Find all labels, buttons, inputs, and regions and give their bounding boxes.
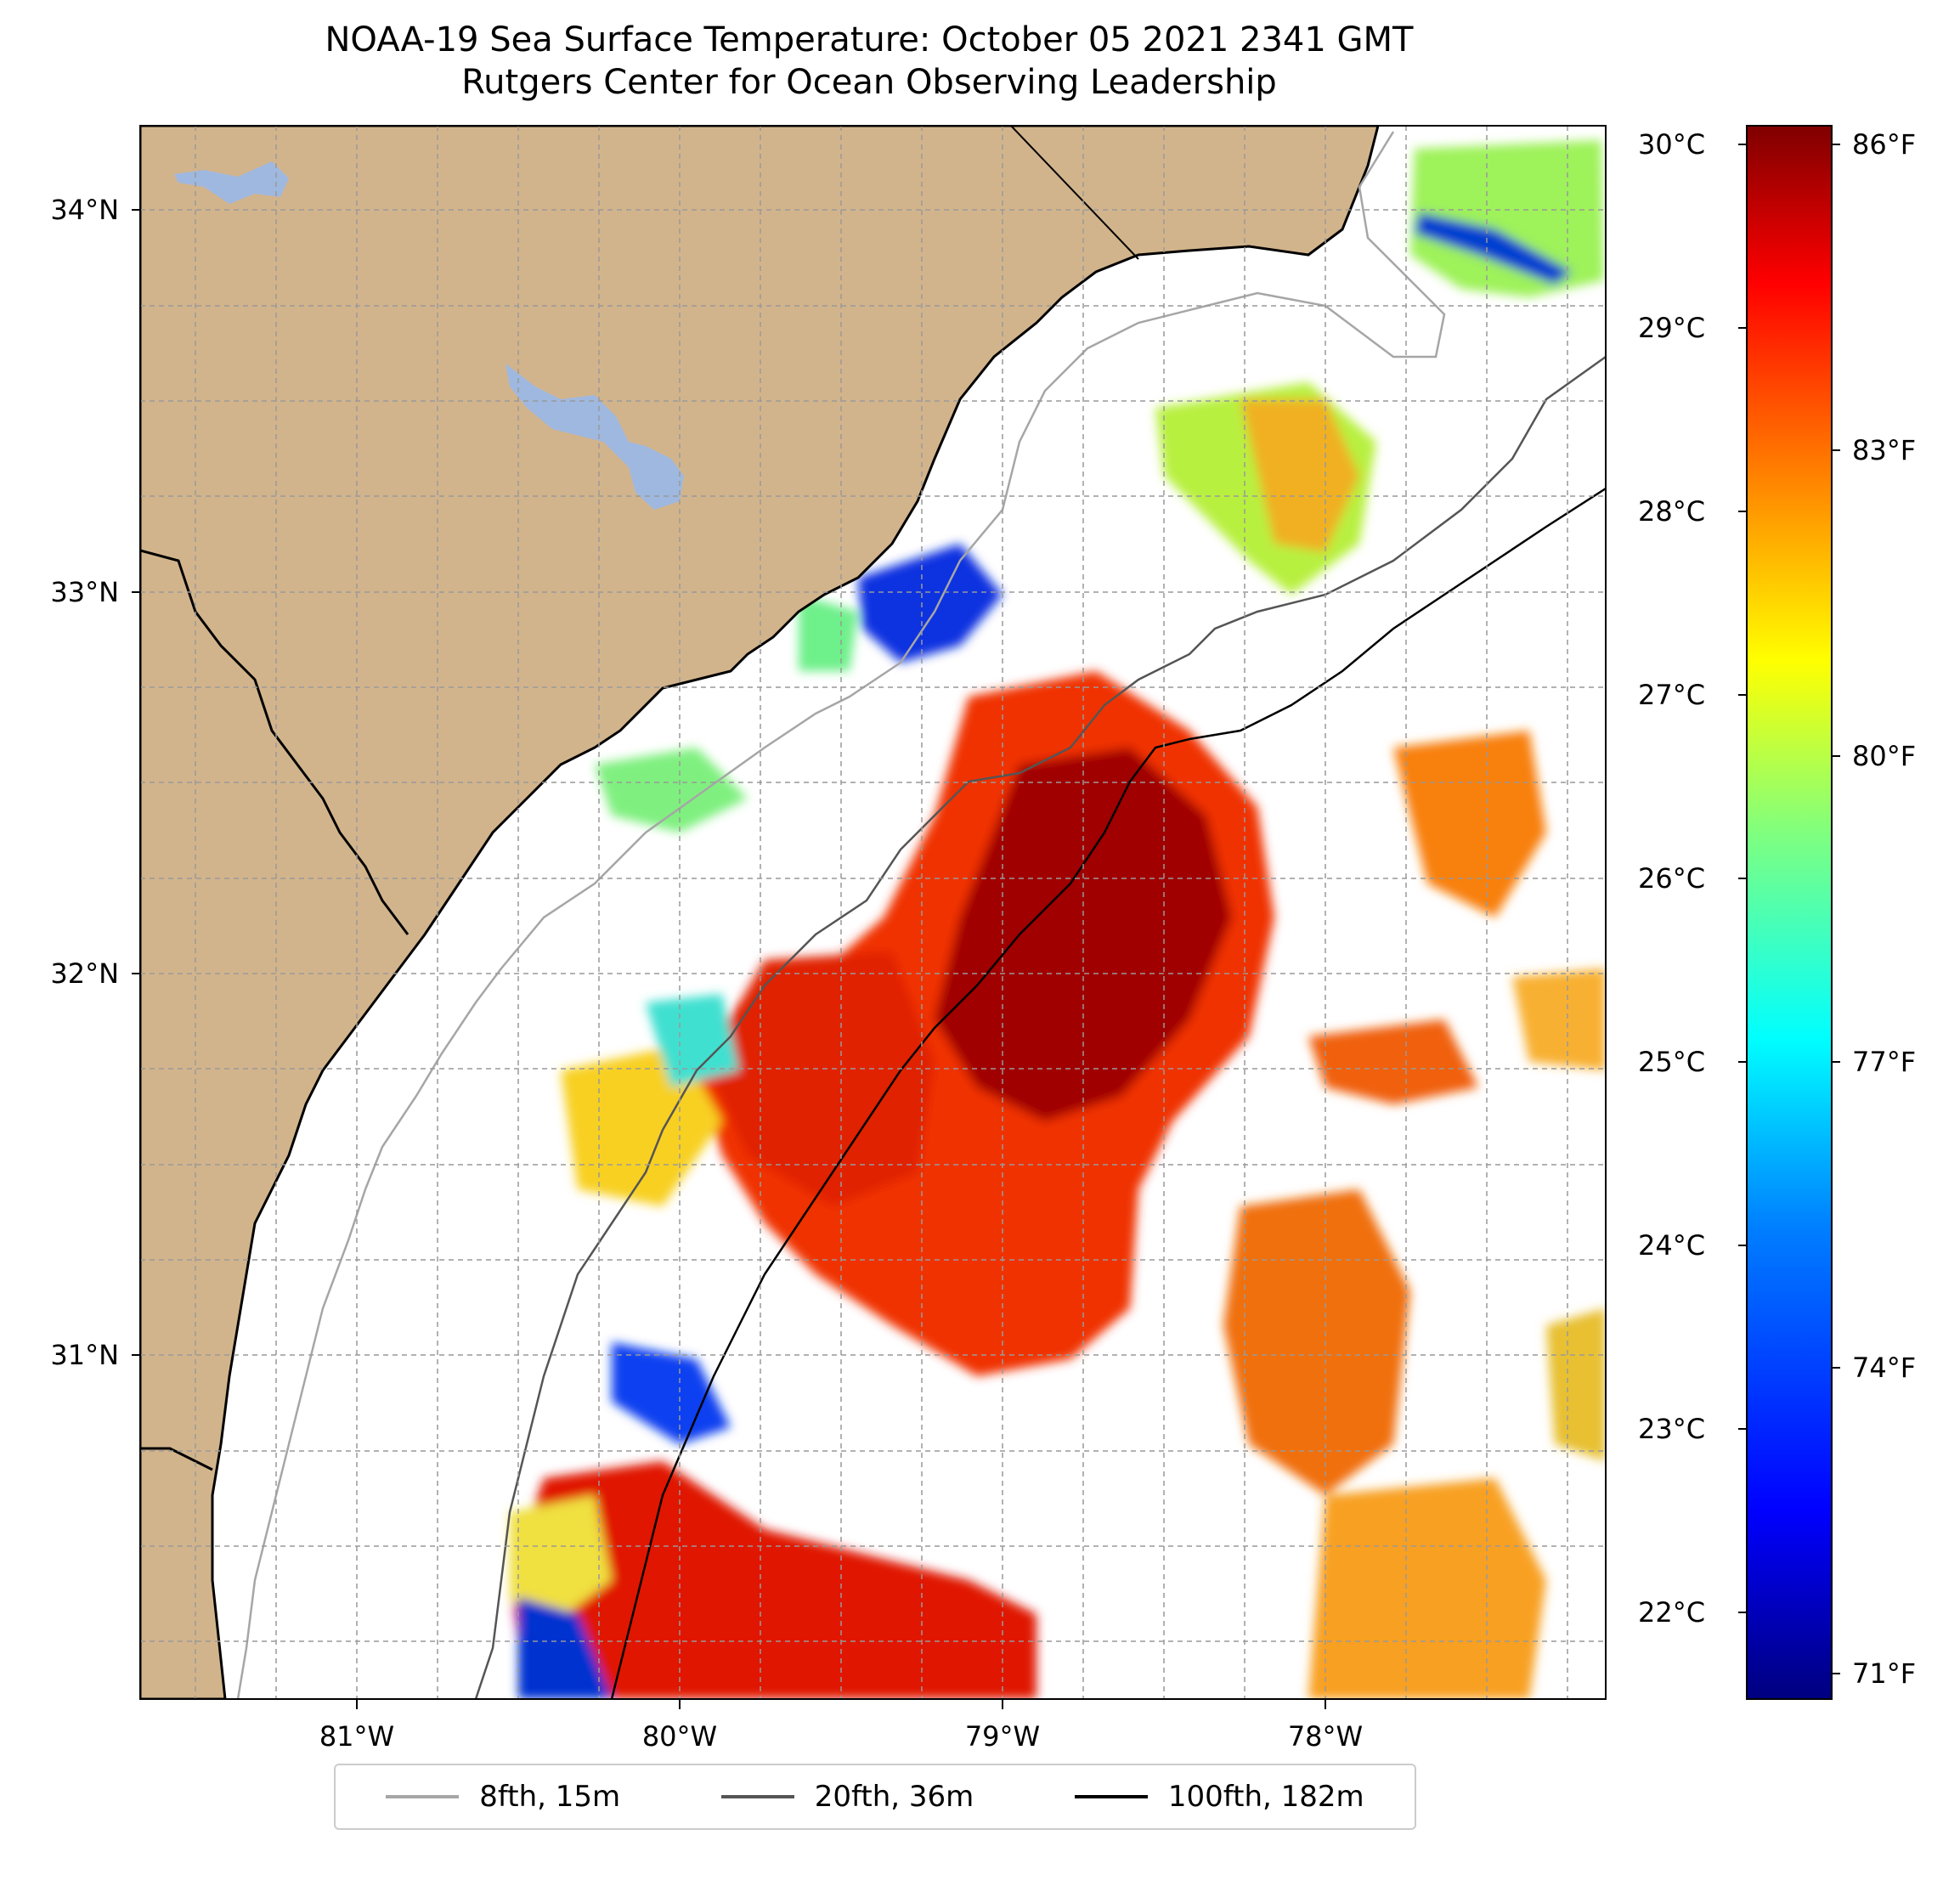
fahrenheit-tick-label: 83°F bbox=[1852, 434, 1916, 466]
graticule bbox=[140, 126, 1606, 1699]
sst-patch-east-3 bbox=[1223, 1189, 1410, 1495]
sst-patch-south-cold bbox=[518, 1597, 612, 1699]
sst-patch-coastal-cold bbox=[858, 544, 1003, 663]
fahrenheit-tick-label: 77°F bbox=[1852, 1046, 1916, 1078]
legend-item-8fth: 8fth, 15m bbox=[386, 1780, 620, 1814]
sst-patch-south-yellow bbox=[510, 1495, 612, 1631]
fahrenheit-tick-label: 71°F bbox=[1852, 1657, 1916, 1690]
legend-swatch bbox=[720, 1795, 794, 1798]
colorbar-celsius-axis bbox=[1738, 144, 1747, 1613]
legend-label: 8fth, 15m bbox=[479, 1780, 621, 1814]
sst-patch-east-2 bbox=[1308, 1019, 1478, 1104]
celsius-tick-label: 23°C bbox=[1638, 1413, 1705, 1445]
map-title: NOAA-19 Sea Surface Temperature: October… bbox=[143, 19, 1596, 104]
isobath-100fth bbox=[610, 487, 1606, 1699]
legend-swatch bbox=[1074, 1795, 1148, 1798]
map-panel bbox=[140, 126, 1606, 1699]
sst-patch-shelf-green bbox=[595, 748, 748, 833]
isobath-20fth bbox=[474, 355, 1606, 1699]
sst-patch-east-1 bbox=[1393, 731, 1546, 917]
fahrenheit-tick-label: 80°F bbox=[1852, 740, 1916, 772]
lon-axis bbox=[356, 1699, 1326, 1709]
sst-patch-north bbox=[1410, 140, 1604, 297]
sst-patch-west-yellow bbox=[561, 1045, 722, 1206]
lon-tick-label: 78°W bbox=[1288, 1720, 1363, 1753]
sst-patch-west-cyan bbox=[646, 994, 739, 1087]
lat-tick-label: 32°N bbox=[50, 957, 119, 990]
sst-patch-warm-west bbox=[705, 951, 935, 1206]
lon-tick-label: 79°W bbox=[965, 1720, 1040, 1753]
lat-tick-label: 31°N bbox=[50, 1339, 119, 1371]
lon-tick-label: 80°W bbox=[642, 1720, 717, 1753]
legend-label: 20fth, 36m bbox=[814, 1780, 974, 1814]
georgia-border bbox=[140, 549, 410, 935]
sst-patch-north-cold bbox=[1415, 212, 1572, 285]
sst-patch-coastal-green bbox=[799, 595, 858, 671]
celsius-tick-label: 26°C bbox=[1638, 862, 1705, 895]
sst-patch-east-6 bbox=[1546, 1308, 1606, 1461]
sst-patch-east-5 bbox=[1512, 968, 1606, 1070]
isobath-8fth bbox=[236, 131, 1446, 1699]
colorbar-fahrenheit-axis bbox=[1832, 144, 1840, 1674]
celsius-tick-label: 27°C bbox=[1638, 679, 1705, 711]
lat-axis bbox=[132, 209, 140, 1356]
celsius-tick-label: 29°C bbox=[1638, 312, 1705, 344]
celsius-tick-label: 25°C bbox=[1638, 1046, 1705, 1078]
celsius-tick-label: 22°C bbox=[1638, 1596, 1705, 1629]
lat-tick-label: 33°N bbox=[50, 576, 119, 608]
fahrenheit-tick-label: 74°F bbox=[1852, 1352, 1916, 1384]
lake-1 bbox=[174, 161, 289, 204]
sst-patch-west-cold bbox=[612, 1342, 731, 1444]
celsius-tick-label: 28°C bbox=[1638, 495, 1705, 528]
sst-patch-ne-warm bbox=[1240, 399, 1359, 552]
legend-swatch bbox=[386, 1795, 460, 1798]
land-mass bbox=[140, 126, 1380, 1699]
state-boundary bbox=[1010, 126, 1139, 260]
legend-item-20fth: 20fth, 36m bbox=[720, 1780, 974, 1814]
fahrenheit-tick-label: 86°F bbox=[1852, 128, 1916, 161]
sst-patch-south-warm bbox=[510, 1461, 1036, 1699]
lon-tick-label: 81°W bbox=[319, 1720, 394, 1753]
lake-marion bbox=[506, 364, 684, 510]
celsius-tick-label: 24°C bbox=[1638, 1229, 1705, 1262]
lat-tick-label: 34°N bbox=[50, 194, 119, 226]
florida-border bbox=[140, 1447, 213, 1471]
sst-field bbox=[510, 140, 1606, 1699]
legend-label: 100fth, 182m bbox=[1167, 1780, 1364, 1814]
celsius-tick-label: 30°C bbox=[1638, 128, 1705, 161]
title-line-1: NOAA-19 Sea Surface Temperature: October… bbox=[325, 20, 1414, 59]
legend-item-100fth: 100fth, 182m bbox=[1074, 1780, 1364, 1814]
sst-patch-east-4 bbox=[1308, 1478, 1546, 1699]
map-frame bbox=[139, 125, 1607, 1700]
title-line-2: Rutgers Center for Ocean Observing Leade… bbox=[461, 63, 1277, 102]
colorbar bbox=[1746, 125, 1833, 1700]
isobath-legend: 8fth, 15m 20fth, 36m 100fth, 182m bbox=[334, 1764, 1416, 1830]
